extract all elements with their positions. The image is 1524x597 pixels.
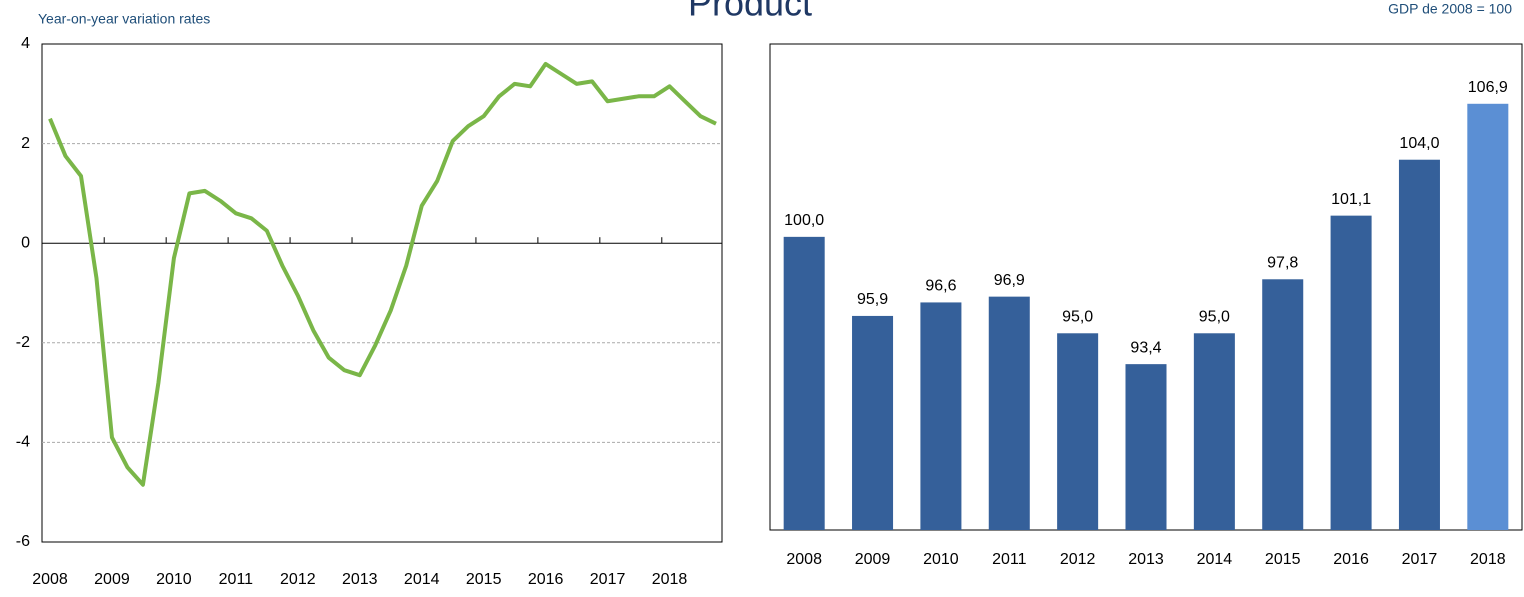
x-tick-label: 2008: [32, 571, 68, 588]
value-label: 97,8: [1267, 255, 1298, 272]
x-tick-label: 2017: [590, 571, 626, 588]
x-tick-label: 2014: [404, 571, 440, 588]
left-subtitle: Year-on-year variation rates: [38, 11, 210, 27]
x-tick-label: 2009: [855, 551, 891, 568]
page-title: Product: [688, 0, 812, 24]
value-label: 95,0: [1199, 309, 1230, 326]
x-tick-label: 2012: [1060, 551, 1096, 568]
value-label: 95,0: [1062, 309, 1093, 326]
x-tick-label: 2009: [94, 571, 130, 588]
x-tick-label: 2010: [923, 551, 959, 568]
x-tick-label: 2017: [1402, 551, 1438, 568]
bar: [1125, 364, 1167, 530]
value-label: 100,0: [784, 212, 824, 229]
left-plot-frame: [41, 43, 723, 543]
bar: [920, 302, 962, 530]
y-tick-label: 4: [21, 35, 30, 52]
bar: [988, 296, 1030, 530]
value-label: 96,9: [994, 272, 1025, 289]
x-tick-label: 2010: [156, 571, 192, 588]
bar: [1057, 333, 1099, 530]
y-tick-label: -4: [16, 434, 30, 451]
x-tick-label: 2016: [1333, 551, 1369, 568]
x-tick-label: 2008: [786, 551, 822, 568]
right-subtitle: GDP de 2008 = 100: [1388, 1, 1512, 17]
y-tick-label: -6: [16, 533, 30, 550]
value-label: 101,1: [1331, 191, 1371, 208]
x-tick-label: 2018: [652, 571, 688, 588]
x-tick-label: 2015: [1265, 551, 1301, 568]
bar: [1330, 215, 1372, 530]
bar: [1398, 159, 1440, 530]
y-tick-label: 0: [21, 234, 30, 251]
value-label: 93,4: [1130, 339, 1161, 356]
y-tick-label: 2: [21, 135, 30, 152]
x-tick-label: 2015: [466, 571, 502, 588]
x-tick-label: 2012: [280, 571, 316, 588]
line: [48, 61, 717, 487]
x-tick-label: 2014: [1197, 551, 1233, 568]
x-tick-label: 2011: [219, 571, 254, 588]
bar: [1467, 103, 1509, 531]
bar: [1262, 279, 1304, 530]
x-tick-label: 2013: [342, 571, 378, 588]
value-label: 106,9: [1468, 79, 1508, 96]
x-tick-label: 2013: [1128, 551, 1164, 568]
x-tick-label: 2011: [992, 551, 1027, 568]
value-label: 104,0: [1399, 135, 1439, 152]
bar: [852, 315, 894, 530]
bar: [1193, 333, 1235, 530]
bar: [783, 236, 825, 530]
x-tick-label: 2016: [528, 571, 564, 588]
y-tick-label: -2: [16, 334, 30, 351]
value-label: 95,9: [857, 291, 888, 308]
value-label: 96,6: [925, 278, 956, 295]
x-tick-label: 2018: [1470, 551, 1506, 568]
